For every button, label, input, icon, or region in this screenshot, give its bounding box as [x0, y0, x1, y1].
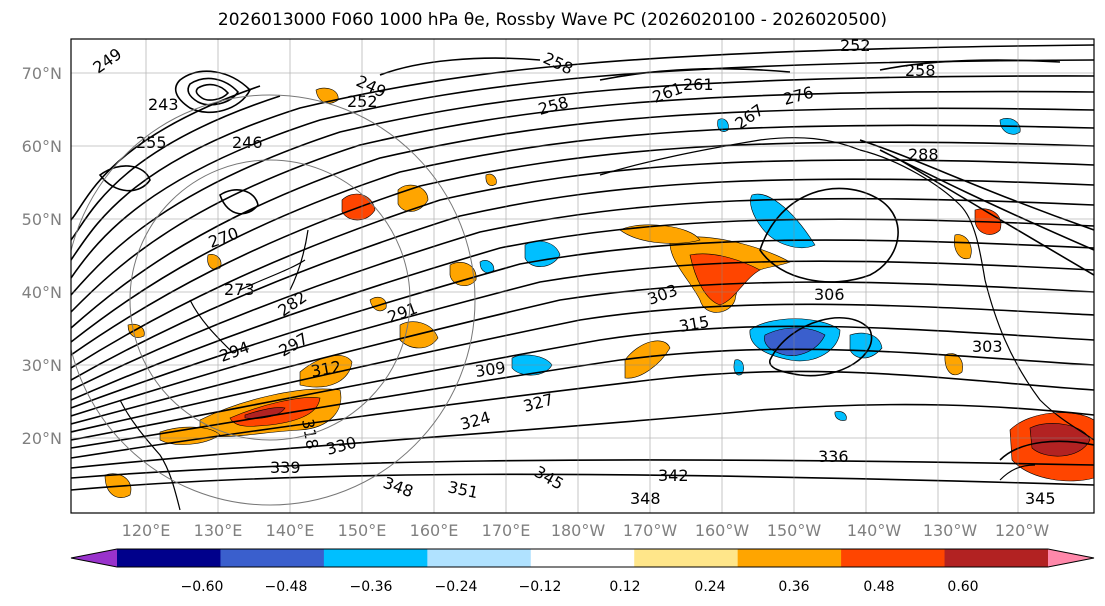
colorbar-extend-high — [1048, 549, 1094, 567]
contour-label: 255 — [136, 133, 167, 152]
graticule — [71, 39, 1094, 513]
lon-label: 160°E — [410, 521, 459, 540]
map-frame — [70, 38, 1095, 514]
colorbar-tick-labels: −0.60 −0.48 −0.36 −0.24 −0.12 0.12 0.24 … — [181, 579, 979, 595]
contour-label: 288 — [908, 145, 939, 164]
colorbar-outline — [70, 548, 1095, 568]
contour-label: 345 — [1025, 489, 1056, 508]
colorbar — [70, 548, 1095, 568]
lon-label: 160°W — [695, 521, 750, 540]
colorbar-tick-label: 0.36 — [778, 579, 809, 595]
colorbar-segment — [427, 549, 532, 567]
colorbar-tick-label: −0.12 — [519, 579, 562, 595]
contour-label: 306 — [814, 285, 845, 304]
colorbar-segment — [944, 549, 1049, 567]
contour-label: 252 — [840, 36, 871, 55]
lon-label: 140°W — [847, 521, 902, 540]
contour-label: 339 — [270, 458, 301, 477]
lat-label: 30°N — [22, 356, 62, 375]
lon-label: 170°W — [623, 521, 678, 540]
lon-label: 120°W — [995, 521, 1050, 540]
contour-label: 309 — [474, 358, 507, 381]
colorbar-tick-label: −0.48 — [265, 579, 308, 595]
colorbar-tick-label: −0.36 — [350, 579, 393, 595]
colorbar-segment — [737, 549, 842, 567]
lat-label: 60°N — [22, 137, 62, 156]
colorbar-segment — [841, 549, 946, 567]
contour-label: 258 — [905, 61, 936, 80]
contour-label: 261 — [683, 75, 714, 94]
lon-label: 120°E — [122, 521, 171, 540]
lat-label: 20°N — [22, 429, 62, 448]
contour-label: 336 — [818, 447, 849, 466]
contour-label: 273 — [224, 280, 255, 299]
colorbar-tick-label: 0.24 — [694, 579, 725, 595]
contour-label: 246 — [232, 133, 263, 152]
lon-label: 150°W — [767, 521, 822, 540]
contour-label: 303 — [972, 337, 1003, 356]
map-plot-area: 258 252 249 252 258 255 261 267 276 261 … — [71, 36, 1094, 513]
colorbar-segment — [117, 549, 221, 567]
contour-label: 243 — [148, 95, 179, 114]
lon-label: 170°E — [482, 521, 531, 540]
lon-label: 180°W — [551, 521, 606, 540]
lat-label: 40°N — [22, 283, 62, 302]
colorbar-tick-label: −0.24 — [435, 579, 478, 595]
latitude-labels: 70°N 60°N 50°N 40°N 30°N 20°N — [22, 64, 62, 448]
colorbar-segment — [220, 549, 325, 567]
lon-label: 150°E — [338, 521, 387, 540]
contour-label: 342 — [658, 466, 689, 485]
domain-circles — [71, 94, 476, 506]
lon-label: 130°W — [923, 521, 978, 540]
lat-label: 70°N — [22, 64, 62, 83]
longitude-labels: 120°E 130°E 140°E 150°E 160°E 170°E 180°… — [122, 521, 1050, 540]
colorbar-tick-label: 0.12 — [609, 579, 640, 595]
colorbar-extend-low — [71, 549, 117, 567]
lon-label: 140°E — [266, 521, 315, 540]
map-title: 2026013000 F060 1000 hPa θe, Rossby Wave… — [217, 10, 888, 30]
colorbar-segment — [530, 549, 635, 567]
colorbar-segment — [323, 549, 428, 567]
lat-label: 50°N — [22, 210, 62, 229]
coastlines — [119, 137, 1094, 511]
colorbar-segment — [634, 549, 739, 567]
lon-label: 130°E — [194, 521, 243, 540]
colorbar-tick-label: −0.60 — [181, 579, 224, 595]
colorbar-tick-label: 0.60 — [947, 579, 978, 595]
colorbar-tick-label: 0.48 — [863, 579, 894, 595]
contour-label: 348 — [630, 489, 661, 508]
